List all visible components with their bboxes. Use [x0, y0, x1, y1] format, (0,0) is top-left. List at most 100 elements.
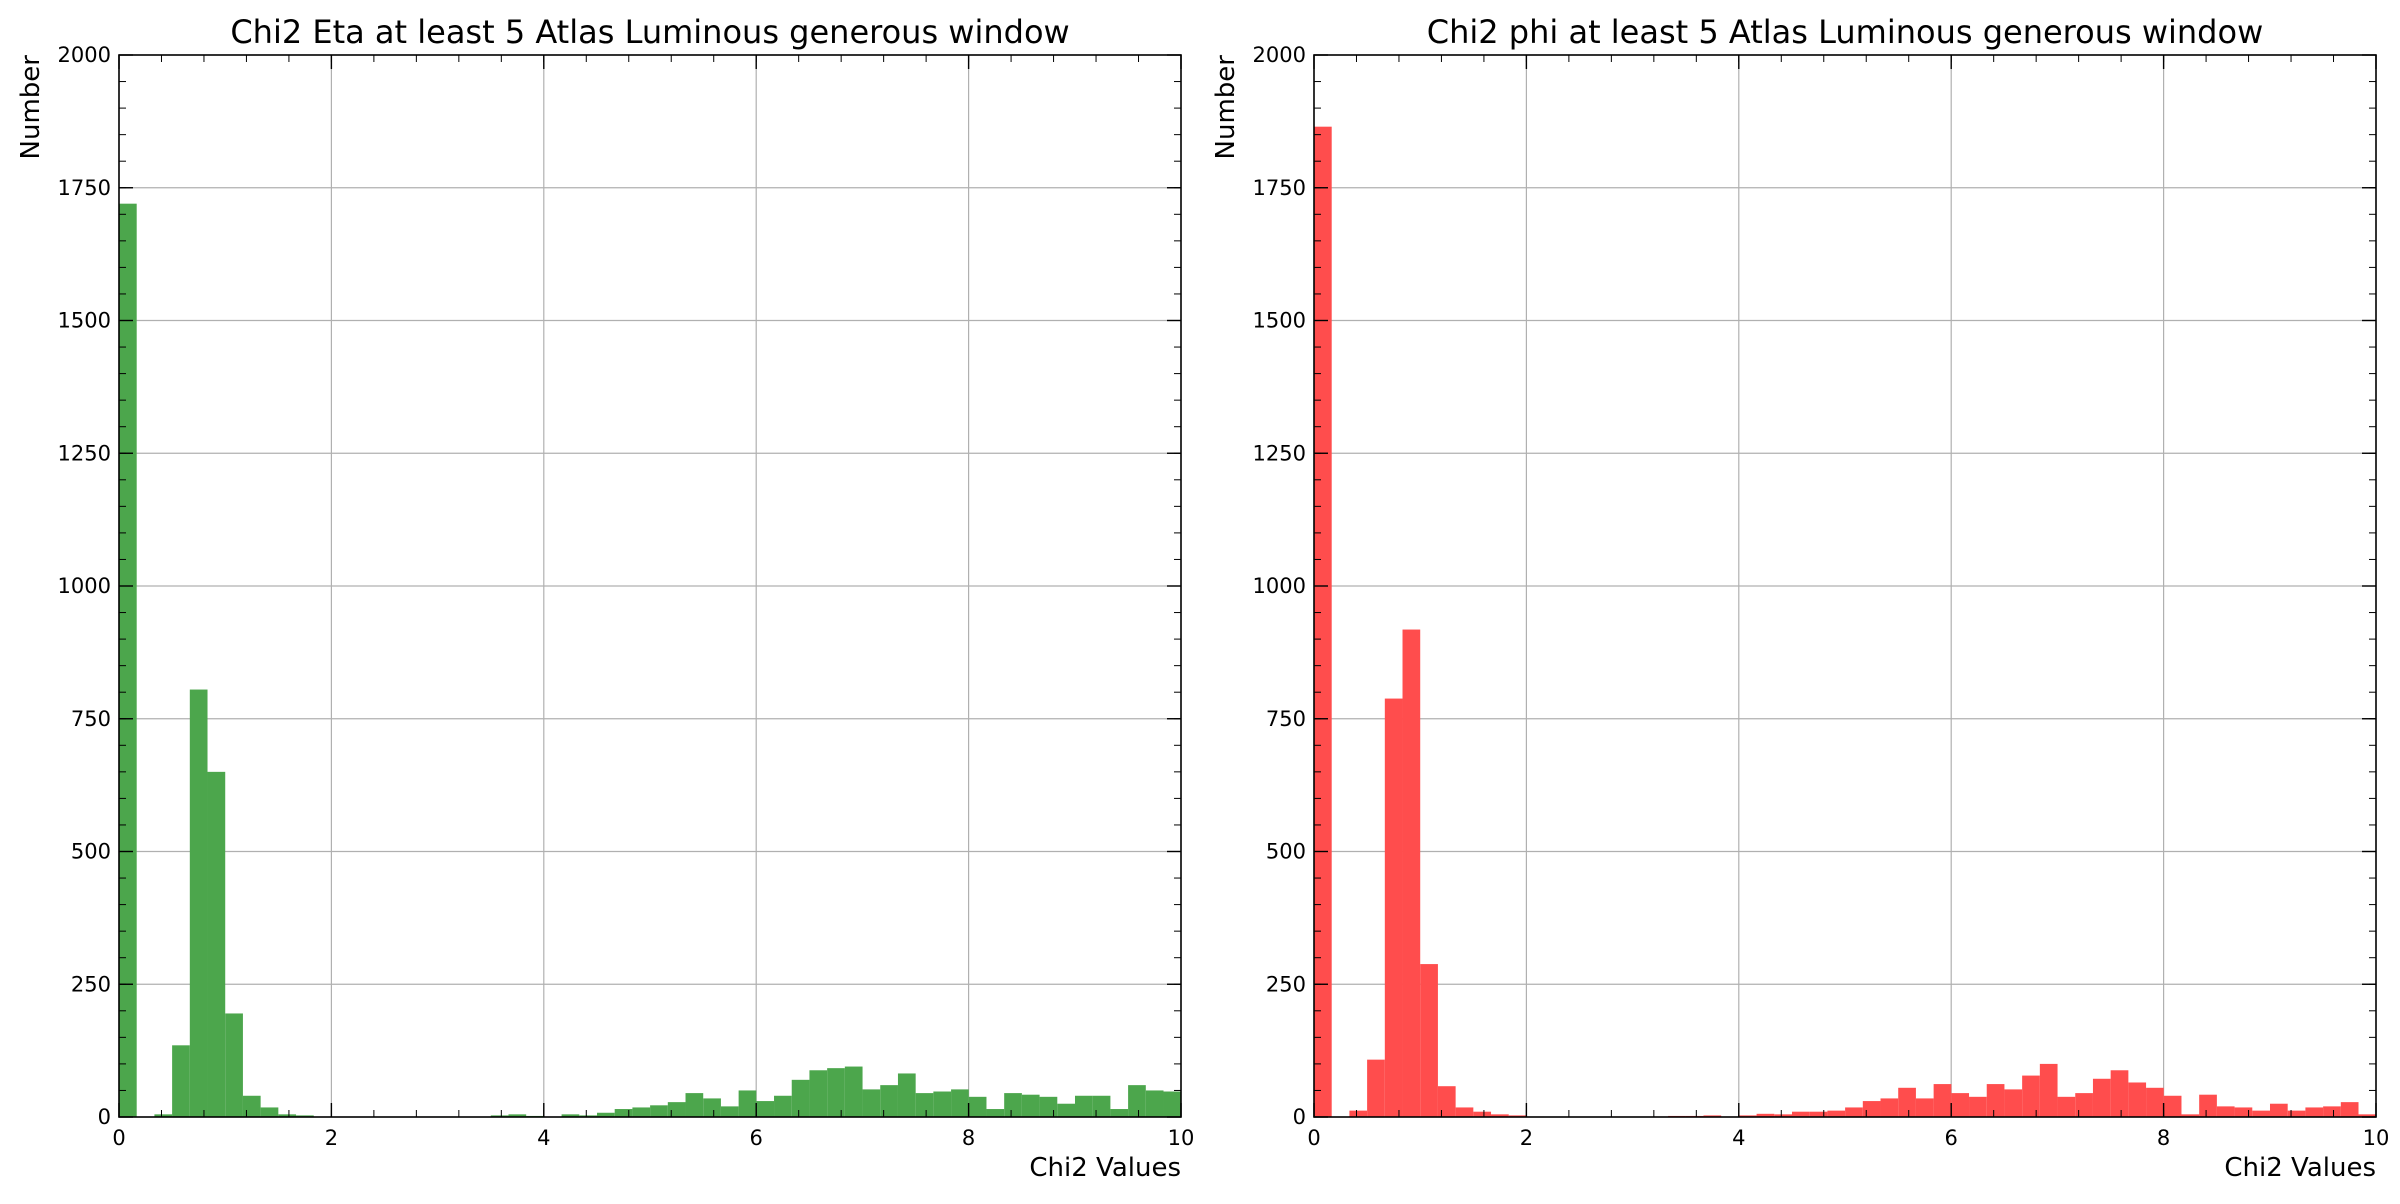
histogram-bar: [1862, 1101, 1881, 1117]
histogram-bar: [1827, 1110, 1846, 1117]
histogram-bar: [933, 1091, 952, 1117]
histogram-bar: [2163, 1095, 2182, 1117]
histogram-bar: [1756, 1113, 1775, 1117]
histogram-bar: [260, 1107, 279, 1117]
histogram-bar: [1057, 1103, 1075, 1117]
y-tick-label: 1000: [1253, 574, 1306, 598]
histogram-bar: [951, 1089, 969, 1117]
y-tick-label: 1250: [1253, 441, 1306, 465]
histogram-bar: [1880, 1098, 1899, 1117]
histogram-bar: [207, 771, 226, 1117]
y-tick-label: 750: [71, 707, 111, 731]
histogram-bar: [2022, 1075, 2040, 1117]
histogram-bar: [1349, 1110, 1368, 1117]
histogram-bar: [986, 1109, 1005, 1117]
y-tick-label: 1750: [1253, 176, 1306, 200]
histogram-bar: [791, 1079, 810, 1117]
histogram-bar: [1774, 1114, 1792, 1117]
histogram-bar: [2305, 1107, 2324, 1117]
y-tick-label: 250: [71, 972, 111, 996]
y-tick-label: 500: [71, 840, 111, 864]
histogram-bar: [2146, 1087, 2164, 1117]
x-axis-label: Chi2 Values: [1029, 1153, 1181, 1183]
histogram-bar: [1898, 1087, 1916, 1117]
histogram-bar: [225, 1013, 243, 1117]
y-tick-label: 500: [1266, 840, 1306, 864]
histogram-bar: [1367, 1059, 1385, 1117]
histogram-bar: [667, 1102, 686, 1117]
histogram-bar: [2075, 1093, 2093, 1117]
histogram-bar: [2057, 1096, 2076, 1117]
y-tick-label: 0: [98, 1105, 111, 1129]
histogram-bar: [650, 1105, 668, 1117]
histogram-bar: [242, 1095, 261, 1117]
y-tick-label: 1750: [58, 176, 111, 200]
histogram-bar: [1145, 1090, 1164, 1117]
histogram-bar: [1915, 1098, 1934, 1117]
histogram-bar: [632, 1107, 651, 1117]
y-tick-label: 1500: [1253, 309, 1306, 333]
histogram-bar: [2039, 1063, 2058, 1117]
histogram-bar: [844, 1066, 863, 1117]
histogram-bar: [2340, 1102, 2359, 1117]
histogram-bar: [720, 1106, 739, 1117]
histogram-bar: [2269, 1103, 2288, 1117]
x-tick-label: 2: [325, 1126, 338, 1150]
y-axis-label: Number: [16, 55, 46, 160]
histogram-bar: [1933, 1084, 1952, 1117]
y-tick-label: 1000: [58, 574, 111, 598]
x-tick-label: 0: [1307, 1126, 1320, 1150]
histogram-bar: [154, 1114, 173, 1117]
histogram-bar: [738, 1090, 757, 1117]
histogram-bar: [2358, 1114, 2376, 1117]
histogram-bar: [756, 1101, 775, 1117]
histogram-bar: [880, 1085, 898, 1117]
histogram-bar: [2199, 1094, 2217, 1117]
histogram-bar: [1969, 1096, 1987, 1117]
x-tick-label: 8: [962, 1126, 975, 1150]
histogram-bar: [897, 1073, 916, 1117]
histogram-bar: [1092, 1095, 1111, 1117]
histogram-bar: [2110, 1070, 2129, 1117]
histogram-bar: [1491, 1114, 1509, 1117]
histogram-bar: [1809, 1111, 1828, 1117]
x-tick-label: 10: [2363, 1126, 2390, 1150]
histogram-bar: [2128, 1082, 2147, 1117]
x-tick-label: 10: [1168, 1126, 1195, 1150]
histogram-bar: [809, 1070, 828, 1117]
histogram-bar: [827, 1068, 845, 1117]
histogram-bar: [2004, 1089, 2023, 1117]
histogram-bar: [1128, 1085, 1146, 1117]
histogram-bar: [189, 689, 208, 1117]
histogram-bar: [2287, 1110, 2306, 1117]
chi2-phi-histogram-panel: 0 2 4 6 8 10 0 250 500 750 1000 1250 1500 1750 2000 Chi…: [1211, 13, 2389, 1183]
y-tick-label: 1500: [58, 309, 111, 333]
histogram-bar: [968, 1096, 987, 1117]
y-tick-label: 750: [1266, 707, 1306, 731]
x-tick-label: 8: [2157, 1126, 2170, 1150]
histogram-bar: [1402, 629, 1421, 1117]
histogram-bar: [508, 1114, 527, 1117]
y-tick-label: 2000: [58, 43, 111, 67]
histogram-bar: [1314, 126, 1332, 1117]
x-tick-label: 2: [1520, 1126, 1533, 1150]
histogram-bar: [614, 1109, 633, 1117]
histogram-bar: [1074, 1095, 1093, 1117]
y-tick-label: 2000: [1253, 43, 1306, 67]
histogram-bar: [1951, 1093, 1970, 1117]
histogram-bar: [1473, 1111, 1492, 1117]
histogram-bar: [1004, 1093, 1022, 1117]
histogram-bar: [596, 1112, 615, 1117]
chart-title: Chi2 phi at least 5 Atlas Luminous gener…: [1427, 13, 2263, 51]
chi2-eta-histogram-panel: 0 2 4 6 8 10 0 250 500 750 1000 1250 1500 1750 2000 Chi…: [16, 13, 1194, 1183]
histogram-bar: [1110, 1109, 1129, 1117]
y-tick-label: 0: [1293, 1105, 1306, 1129]
histogram-bar: [278, 1114, 297, 1117]
chart-title: Chi2 Eta at least 5 Atlas Luminous gener…: [230, 13, 1069, 51]
histogram-bar: [1021, 1094, 1040, 1117]
histogram-bar: [1384, 698, 1403, 1117]
x-tick-label: 6: [750, 1126, 763, 1150]
x-axis-label: Chi2 Values: [2224, 1153, 2376, 1183]
